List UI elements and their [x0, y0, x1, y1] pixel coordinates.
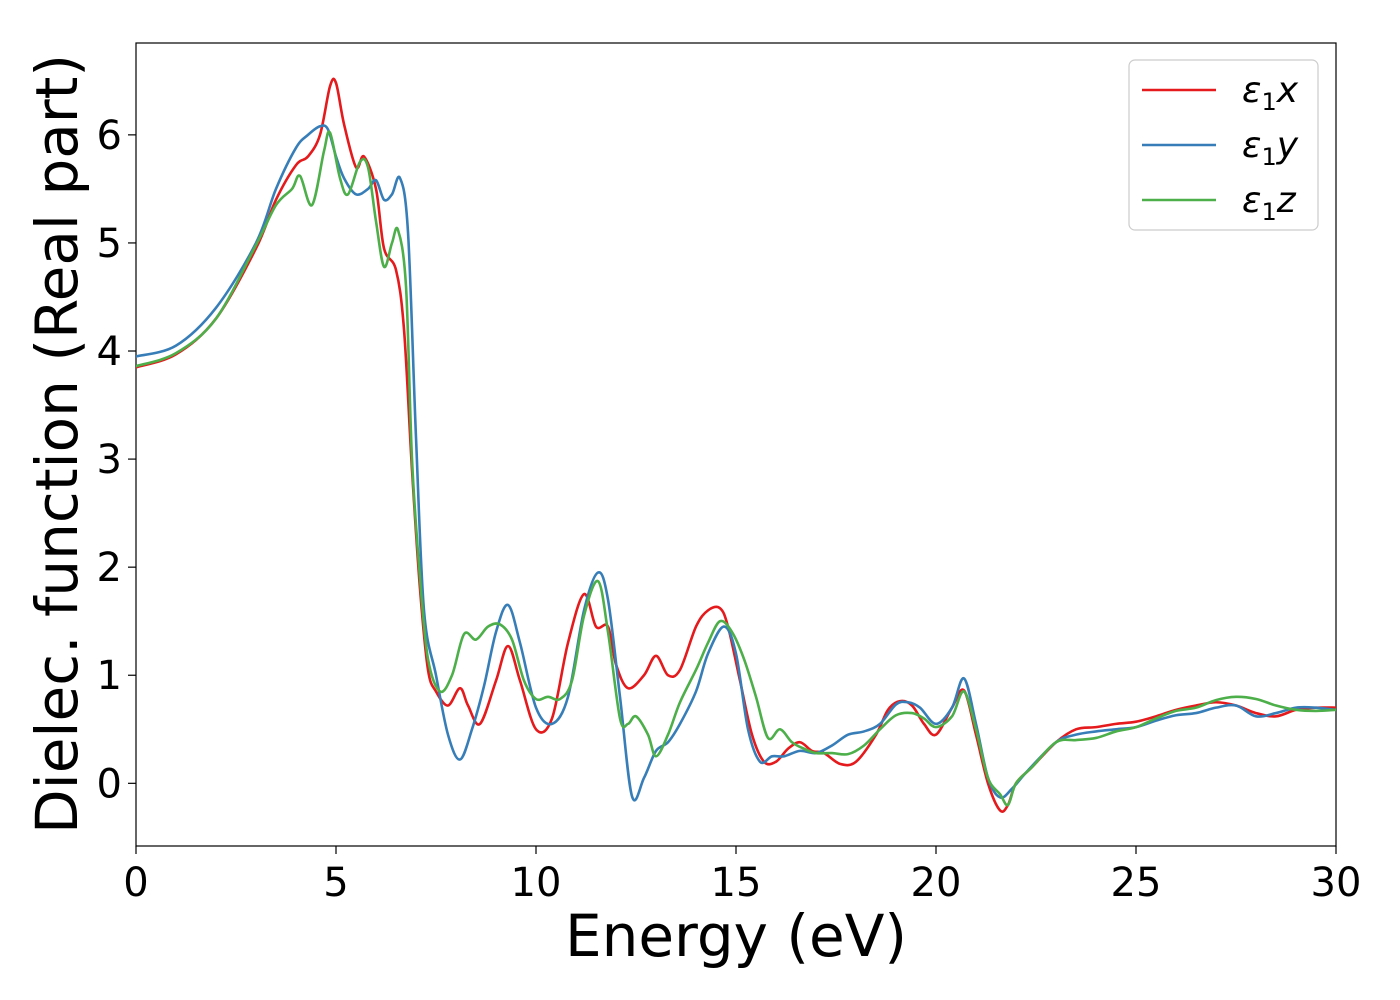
x-tick-label: 10: [511, 860, 562, 906]
x-tick-label: 5: [323, 860, 348, 906]
x-axis-label: Energy (eV): [565, 902, 907, 970]
x-tick-label: 30: [1311, 860, 1362, 906]
legend-entry-z: ε1z: [1142, 180, 1297, 226]
x-tick-label: 15: [711, 860, 762, 906]
series-line-z: [136, 130, 1336, 807]
y-axis-ticks: 0 1 2 3 4 5 6: [97, 113, 136, 807]
y-axis-label: Dielec. function (Real part): [23, 54, 91, 834]
legend-label: ε1y: [1242, 125, 1299, 171]
y-tick-label: 0: [97, 761, 122, 807]
y-tick-label: 2: [97, 545, 122, 591]
series-line-y: [136, 124, 1336, 802]
legend-box: [1128, 59, 1319, 231]
y-tick-label: 4: [97, 329, 122, 375]
legend-label: ε1z: [1242, 180, 1297, 226]
x-tick-label: 0: [123, 860, 148, 906]
legend-entry-y: ε1y: [1142, 125, 1299, 171]
y-tick-label: 3: [97, 437, 122, 483]
legend-label: ε1x: [1242, 70, 1299, 116]
legend: ε1x ε1y ε1z: [1128, 59, 1319, 231]
series-layer: [136, 77, 1336, 813]
x-axis-ticks: 0 5 10 15 20 25 30: [123, 846, 1361, 906]
y-tick-label: 1: [97, 653, 122, 699]
x-tick-label: 25: [1111, 860, 1162, 906]
x-tick-label: 20: [911, 860, 962, 906]
y-tick-label: 5: [97, 221, 122, 267]
legend-entry-x: ε1x: [1142, 70, 1299, 116]
y-tick-label: 6: [97, 113, 122, 159]
